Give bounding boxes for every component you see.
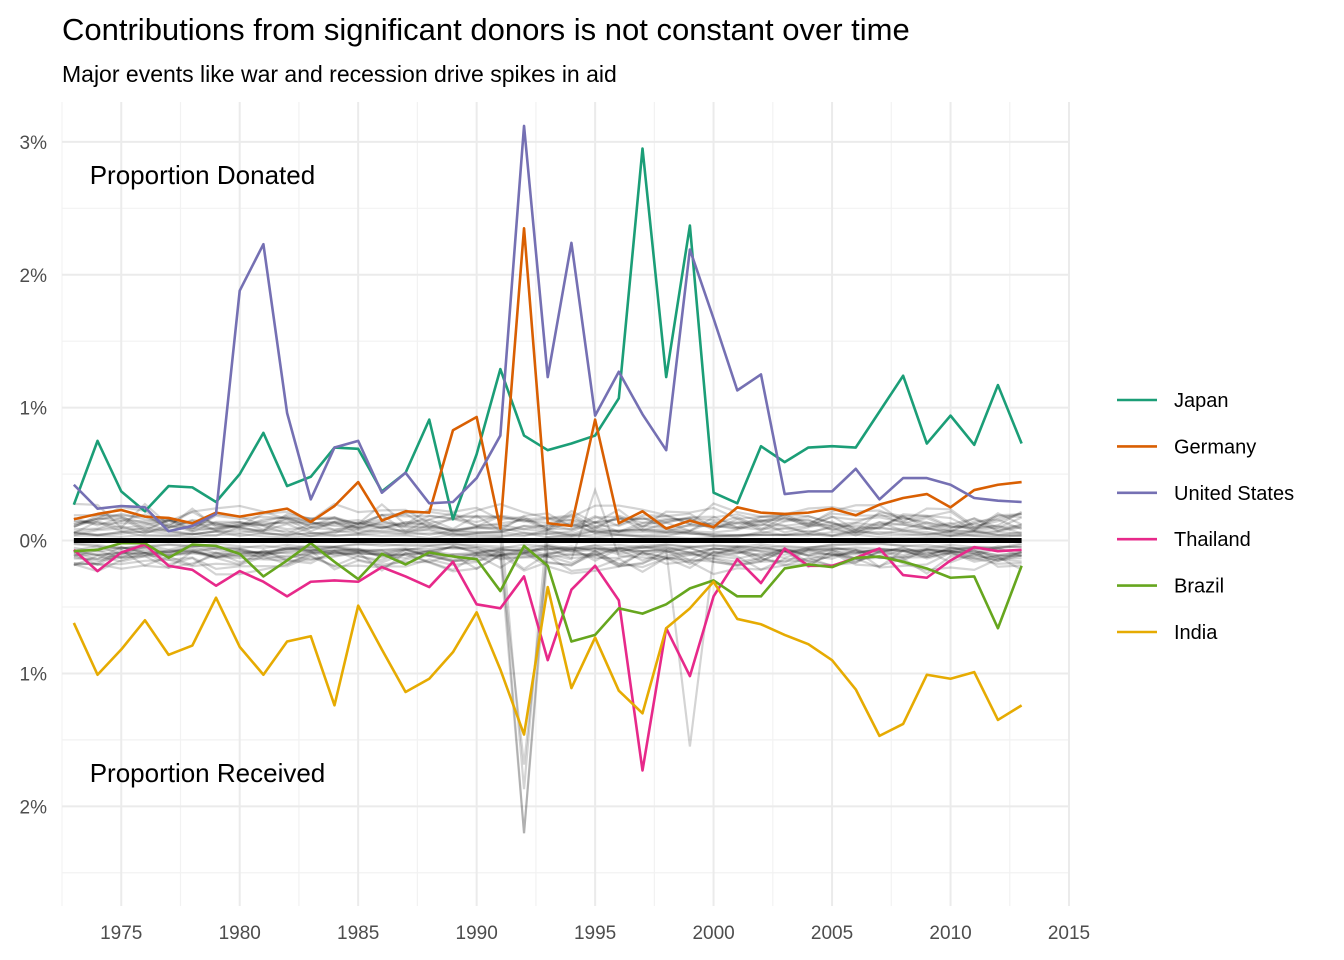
x-tick-label: 2005 bbox=[811, 923, 853, 944]
y-tick-label: 2% bbox=[20, 266, 48, 287]
chart-title: Contributions from significant donors is… bbox=[62, 12, 910, 47]
background-country-line bbox=[73, 525, 1022, 537]
x-tick-label: 1980 bbox=[219, 923, 261, 944]
x-tick-label: 1985 bbox=[337, 923, 379, 944]
background-country-line bbox=[73, 544, 1022, 765]
background-country-line bbox=[73, 542, 1022, 550]
minor-gridlines bbox=[61, 102, 1069, 906]
chart-subtitle: Major events like war and recession driv… bbox=[62, 61, 617, 87]
series-line-india bbox=[72, 580, 1023, 738]
y-tick-label: 1% bbox=[20, 399, 48, 420]
y-axis-tick-labels: 3% 2% 1% 0% 1% 2% bbox=[20, 133, 48, 818]
background-country-line bbox=[73, 548, 1022, 569]
highlighted-series-lines bbox=[72, 124, 1023, 772]
legend: Japan Germany United States Thailand Brazil I… bbox=[1117, 390, 1294, 644]
background-country-line bbox=[73, 529, 1022, 539]
chart-annotations: Proportion Donated Proportion Received bbox=[90, 160, 326, 788]
annotation-label: Proportion Received bbox=[90, 758, 326, 788]
x-tick-label: 1995 bbox=[574, 923, 616, 944]
background-country-line bbox=[73, 545, 1022, 747]
background-country-line bbox=[73, 544, 1022, 557]
legend-label: Japan bbox=[1174, 390, 1229, 412]
legend-label: Germany bbox=[1174, 436, 1256, 458]
legend-label: Brazil bbox=[1174, 576, 1224, 598]
x-tick-label: 2010 bbox=[929, 923, 971, 944]
background-country-line bbox=[73, 546, 1022, 563]
background-country-line bbox=[73, 519, 1022, 535]
background-country-line bbox=[73, 530, 1022, 539]
x-tick-label: 1990 bbox=[456, 923, 498, 944]
annotation-label: Proportion Donated bbox=[90, 160, 315, 190]
legend-label: Thailand bbox=[1174, 529, 1251, 551]
series-line-brazil bbox=[73, 541, 1023, 643]
y-tick-label: 1% bbox=[20, 664, 48, 685]
x-tick-label: 2015 bbox=[1048, 923, 1090, 944]
legend-label: India bbox=[1174, 622, 1218, 644]
background-country-line bbox=[73, 542, 1022, 550]
background-country-line bbox=[73, 527, 1022, 538]
series-line-united-states bbox=[72, 124, 1022, 533]
y-tick-label: 3% bbox=[20, 133, 48, 154]
major-gridlines bbox=[62, 102, 1070, 906]
x-tick-label: 2000 bbox=[692, 923, 734, 944]
background-country-line bbox=[73, 514, 1022, 533]
series-line-germany bbox=[73, 226, 1022, 530]
background-country-line bbox=[73, 520, 1022, 535]
background-country-line bbox=[73, 518, 1023, 535]
y-tick-label: 2% bbox=[20, 797, 48, 818]
x-axis-tick-labels: 1975 1980 1985 1990 1995 2000 2005 2010 2015 bbox=[100, 923, 1090, 944]
background-country-line bbox=[73, 533, 1022, 834]
background-country-line bbox=[73, 549, 1022, 572]
background-country-line bbox=[73, 545, 1022, 557]
background-country-line bbox=[73, 550, 1022, 574]
background-country-line bbox=[73, 548, 1022, 567]
background-country-line bbox=[73, 516, 1023, 534]
x-tick-label: 1975 bbox=[100, 923, 142, 944]
series-line-thailand bbox=[72, 543, 1022, 772]
series-line-japan bbox=[72, 147, 1023, 521]
legend-label: United States bbox=[1174, 483, 1294, 505]
y-tick-label: 0% bbox=[20, 532, 48, 553]
